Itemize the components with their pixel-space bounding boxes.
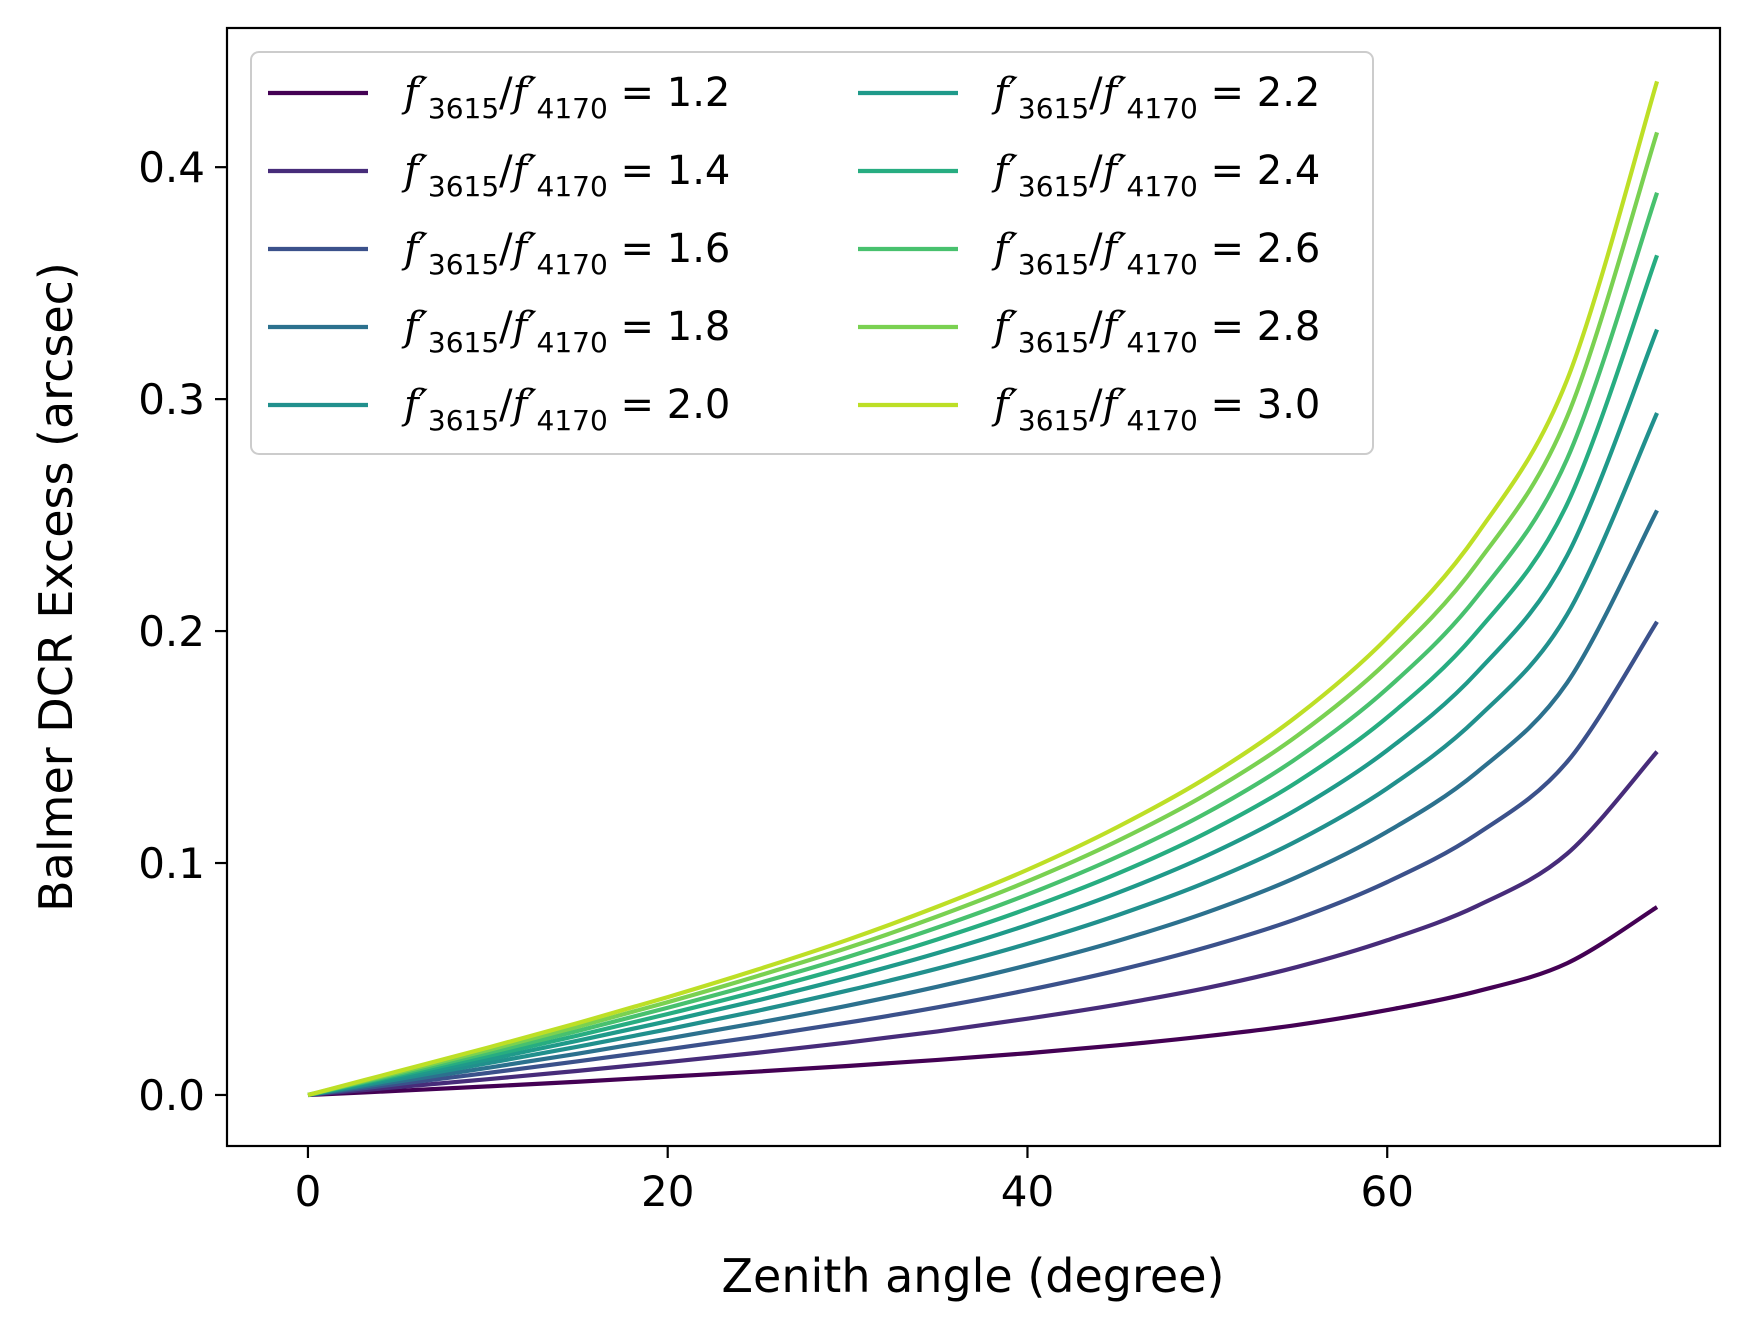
series-line-3 (307, 620, 1659, 1098)
legend-entry: f′3615/f′4170 = 1.8 (401, 304, 730, 359)
y-tick-label: 0.1 (138, 839, 205, 888)
series-layer (307, 80, 1660, 1098)
x-tick-label: 60 (1360, 1167, 1413, 1216)
legend-entry: f′3615/f′4170 = 2.4 (991, 148, 1320, 203)
series-line-10 (307, 80, 1660, 1098)
x-axis-ticks: 0 20 40 60 (295, 1146, 1414, 1216)
legend-entry: f′3615/f′4170 = 1.4 (401, 148, 730, 203)
x-tick-label: 40 (1001, 1167, 1054, 1216)
x-tick-label: 0 (295, 1167, 322, 1216)
legend-entry: f′3615/f′4170 = 1.2 (401, 70, 730, 125)
plot-frame (225, 26, 1722, 1148)
series-line-1 (307, 905, 1659, 1098)
series-line-7 (307, 254, 1660, 1098)
series-line-2 (307, 750, 1659, 1098)
y-tick-label: 0.0 (138, 1071, 205, 1120)
y-tick-label: 0.3 (138, 375, 205, 424)
y-axis-label: Balmer DCR Excess (arcsec) (29, 262, 83, 912)
legend-entry: f′3615/f′4170 = 3.0 (991, 382, 1320, 437)
series-line-8 (307, 192, 1660, 1098)
legend-entry: f′3615/f′4170 = 2.2 (991, 70, 1320, 125)
legend-entry: f′3615/f′4170 = 2.6 (991, 226, 1320, 281)
y-axis-ticks: 0.0 0.1 0.2 0.3 0.4 (138, 143, 227, 1120)
x-tick-label: 20 (641, 1167, 694, 1216)
series-line-5 (307, 412, 1659, 1098)
y-tick-label: 0.4 (138, 143, 205, 192)
legend: f′3615/f′4170 = 1.2 f′3615/f′4170 = 1.4 f′… (250, 51, 1374, 455)
y-tick-label: 0.2 (138, 607, 205, 656)
legend-entry: f′3615/f′4170 = 2.8 (991, 304, 1320, 359)
legend-entry: f′3615/f′4170 = 1.6 (401, 226, 730, 281)
series-line-6 (307, 328, 1659, 1098)
legend-box (250, 51, 1374, 455)
x-axis-label: Zenith angle (degree) (722, 1249, 1225, 1303)
legend-entry: f′3615/f′4170 = 2.0 (401, 382, 730, 437)
series-line-9 (307, 131, 1660, 1098)
series-line-4 (307, 509, 1659, 1098)
